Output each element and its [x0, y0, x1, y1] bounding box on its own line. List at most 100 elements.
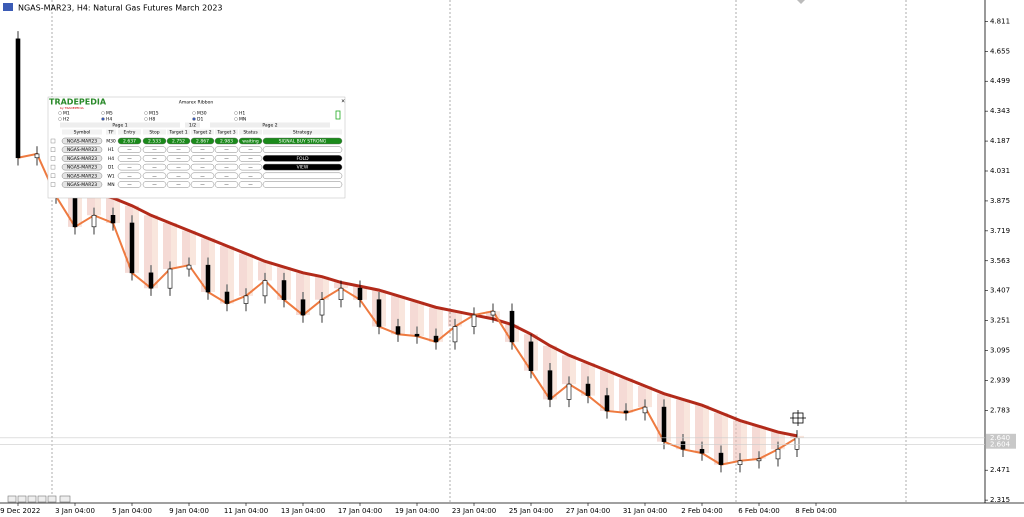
candle-body: [319, 299, 325, 316]
cell[interactable]: [214, 137, 239, 145]
cell[interactable]: [117, 163, 142, 171]
radio[interactable]: [192, 117, 196, 121]
y-tick-label: 4.343: [990, 107, 1010, 115]
cell[interactable]: [262, 181, 343, 188]
header-cell: [239, 129, 262, 135]
cell[interactable]: [262, 137, 343, 145]
button[interactable]: [47, 495, 57, 503]
cell[interactable]: [238, 146, 263, 153]
button[interactable]: [17, 495, 27, 503]
button[interactable]: [37, 495, 47, 503]
checkbox[interactable]: [50, 182, 56, 187]
cell[interactable]: [262, 155, 343, 162]
page-tab[interactable]: [60, 122, 180, 128]
cell[interactable]: [142, 172, 167, 180]
y-tick-label: 3.251: [990, 317, 1010, 325]
cell[interactable]: [166, 146, 191, 153]
cell[interactable]: [142, 155, 167, 162]
cell[interactable]: [142, 146, 167, 153]
cell-text: H1: [108, 147, 114, 153]
checkbox[interactable]: [50, 156, 56, 161]
cell[interactable]: [166, 181, 191, 188]
cell-text: NGAS-MAR23: [67, 147, 97, 153]
button[interactable]: [27, 495, 37, 503]
radio[interactable]: [101, 111, 105, 115]
radio[interactable]: [144, 111, 148, 115]
candle-body: [433, 335, 439, 343]
y-tick-label: 3.563: [990, 257, 1010, 265]
button[interactable]: [7, 495, 17, 503]
cell[interactable]: [238, 137, 263, 145]
cell[interactable]: [190, 137, 215, 145]
radio[interactable]: [234, 117, 238, 121]
radio[interactable]: [58, 111, 62, 115]
cell[interactable]: [190, 181, 215, 188]
close-button[interactable]: ×: [341, 99, 345, 105]
header-cell: [143, 129, 166, 135]
header-cell: [62, 129, 102, 135]
timeframe-label: H1: [239, 111, 245, 117]
radio[interactable]: [234, 111, 238, 115]
candle-body: [34, 153, 40, 159]
header-label: Target 1: [168, 130, 187, 136]
checkbox[interactable]: [50, 173, 56, 179]
cell: [61, 146, 103, 153]
cell[interactable]: [238, 172, 263, 180]
cell[interactable]: [262, 146, 343, 153]
cell[interactable]: [190, 155, 215, 162]
cell[interactable]: [142, 137, 167, 145]
button[interactable]: [59, 495, 71, 503]
cell[interactable]: [214, 172, 239, 180]
radio[interactable]: [144, 117, 148, 121]
cell: [61, 163, 103, 171]
page-tab[interactable]: [210, 122, 330, 128]
cell-text: FOLD: [296, 156, 309, 162]
header-cell: [167, 129, 190, 135]
radio[interactable]: [192, 111, 196, 115]
y-tick-label: 2.471: [990, 466, 1010, 474]
cell[interactable]: [117, 146, 142, 153]
cell[interactable]: [190, 163, 215, 171]
candle-body: [243, 295, 249, 304]
cell[interactable]: [190, 146, 215, 153]
cell[interactable]: [117, 172, 142, 180]
cell[interactable]: [117, 155, 142, 162]
cell-text: —: [200, 183, 205, 188]
cell-text: —: [127, 166, 132, 171]
checkbox[interactable]: [50, 138, 56, 144]
radio[interactable]: [101, 117, 105, 121]
candle-body: [623, 410, 629, 414]
cell[interactable]: [142, 181, 167, 188]
cell[interactable]: [238, 155, 263, 162]
cell[interactable]: [214, 163, 239, 171]
cell[interactable]: [117, 181, 142, 188]
y-tick-label: 3.719: [990, 227, 1010, 235]
cell[interactable]: [166, 172, 191, 180]
flag-icon[interactable]: [3, 3, 13, 11]
cell[interactable]: [214, 146, 239, 153]
checkbox[interactable]: [50, 147, 56, 152]
cell[interactable]: [190, 172, 215, 180]
radio[interactable]: [58, 117, 62, 121]
cell[interactable]: [262, 163, 343, 171]
cell[interactable]: [166, 137, 191, 145]
cell-text: H4: [108, 156, 114, 162]
cell[interactable]: [166, 155, 191, 162]
cell[interactable]: [238, 163, 263, 171]
cell[interactable]: [142, 163, 167, 171]
timeframe-label: H8: [149, 117, 155, 123]
timeframe-label: H4: [106, 117, 112, 123]
cell-text: —: [127, 148, 132, 153]
page-tab[interactable]: [185, 122, 200, 128]
cell-text: —: [152, 174, 157, 179]
cell[interactable]: [166, 163, 191, 171]
cell[interactable]: [262, 172, 343, 180]
checkbox[interactable]: [50, 164, 56, 170]
cell[interactable]: [214, 181, 239, 188]
price-label: 2.604: [990, 441, 1011, 449]
candle-body: [794, 437, 800, 450]
cell[interactable]: [117, 137, 142, 145]
candle-body: [756, 458, 762, 462]
cell[interactable]: [238, 181, 263, 188]
cell[interactable]: [214, 155, 239, 162]
